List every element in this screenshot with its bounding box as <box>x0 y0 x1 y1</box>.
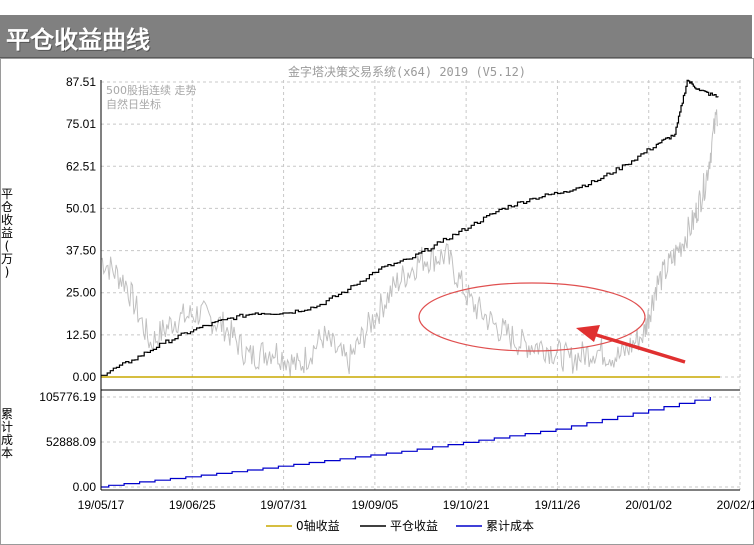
y-tick-label: 62.51 <box>66 159 96 173</box>
legend: 0轴收益 平仓收益 累计成本 <box>266 518 534 533</box>
legend-entry: 累计成本 <box>486 519 534 533</box>
y-axis-label-char: 成 <box>1 433 13 447</box>
y-tick-label: 0.00 <box>73 370 97 384</box>
y-tick-label: 12.50 <box>66 328 96 342</box>
y-axis-label-char: 累 <box>1 407 13 421</box>
x-tick-label: 19/07/31 <box>260 498 307 512</box>
annotation-ellipse <box>418 282 646 352</box>
x-tick-label: 19/09/05 <box>351 498 398 512</box>
legend-entry: 0轴收益 <box>296 518 340 533</box>
top-y-tick-labels: 87.51 75.01 62.51 50.01 37.50 25.00 12.50 0.00 <box>66 75 96 384</box>
y-tick-label: 105776.19 <box>39 390 96 404</box>
y-axis-label-char: 平 <box>1 187 13 201</box>
series-layer <box>101 79 720 488</box>
pnl-line <box>101 79 719 376</box>
x-tick-labels: 19/05/17 19/06/25 19/07/31 19/09/05 19/10/21… <box>78 498 754 512</box>
x-tick-label: 20/01/02 <box>625 498 672 512</box>
y-tick-label: 37.50 <box>66 244 96 258</box>
x-tick-label: 19/10/21 <box>443 498 490 512</box>
y-axis-label-char: 收 <box>1 213 13 227</box>
y-tick-label: 50.01 <box>66 201 96 215</box>
y-tick-label: 75.01 <box>66 117 96 131</box>
y-axis-label-char: 本 <box>1 446 13 460</box>
chart-note-axis: 自然日坐标 <box>106 97 161 111</box>
index-trace <box>100 109 718 377</box>
cost-line <box>101 397 711 488</box>
y-axis-label-char: 益 <box>1 226 13 240</box>
bottom-y-axis-label: 累计成本 <box>1 407 13 460</box>
y-axis-label-char: 计 <box>1 420 13 434</box>
x-tick-label: 19/06/25 <box>169 498 216 512</box>
bottom-y-tick-labels: 105776.19 52888.09 0.00 <box>39 390 96 494</box>
x-tick-label: 19/11/26 <box>535 498 581 512</box>
window-title: 平仓收益曲线 <box>6 25 150 54</box>
y-tick-label: 52888.09 <box>46 435 96 449</box>
y-axis-label-char: 万 <box>1 252 13 266</box>
annotation-arrow-head <box>576 325 600 342</box>
x-tick-label: 19/05/17 <box>78 498 125 512</box>
top-y-axis-label: 平仓收益(万) <box>1 187 13 279</box>
y-axis-label-char: ) <box>5 265 10 279</box>
grid-lines <box>101 80 741 490</box>
y-axis-label-char: 仓 <box>1 200 13 214</box>
y-axis-label-char: ( <box>5 239 10 253</box>
index-trace-line <box>100 109 718 377</box>
chart-note-index: 500股指连续 走势 <box>106 83 197 97</box>
y-tick-label: 0.00 <box>73 480 97 494</box>
y-tick-label: 25.00 <box>66 286 96 300</box>
title-bar: 平仓收益曲线 <box>0 15 752 58</box>
annotation-arrow-shaft <box>589 331 686 364</box>
x-tick-label: 20/02/18 <box>717 498 754 512</box>
chart-subtitle: 金字塔决策交易系统(x64) 2019 (V5.12) <box>288 64 526 79</box>
y-tick-label: 87.51 <box>66 75 96 89</box>
legend-entry: 平仓收益 <box>390 519 438 533</box>
chart-frame <box>0 58 754 545</box>
